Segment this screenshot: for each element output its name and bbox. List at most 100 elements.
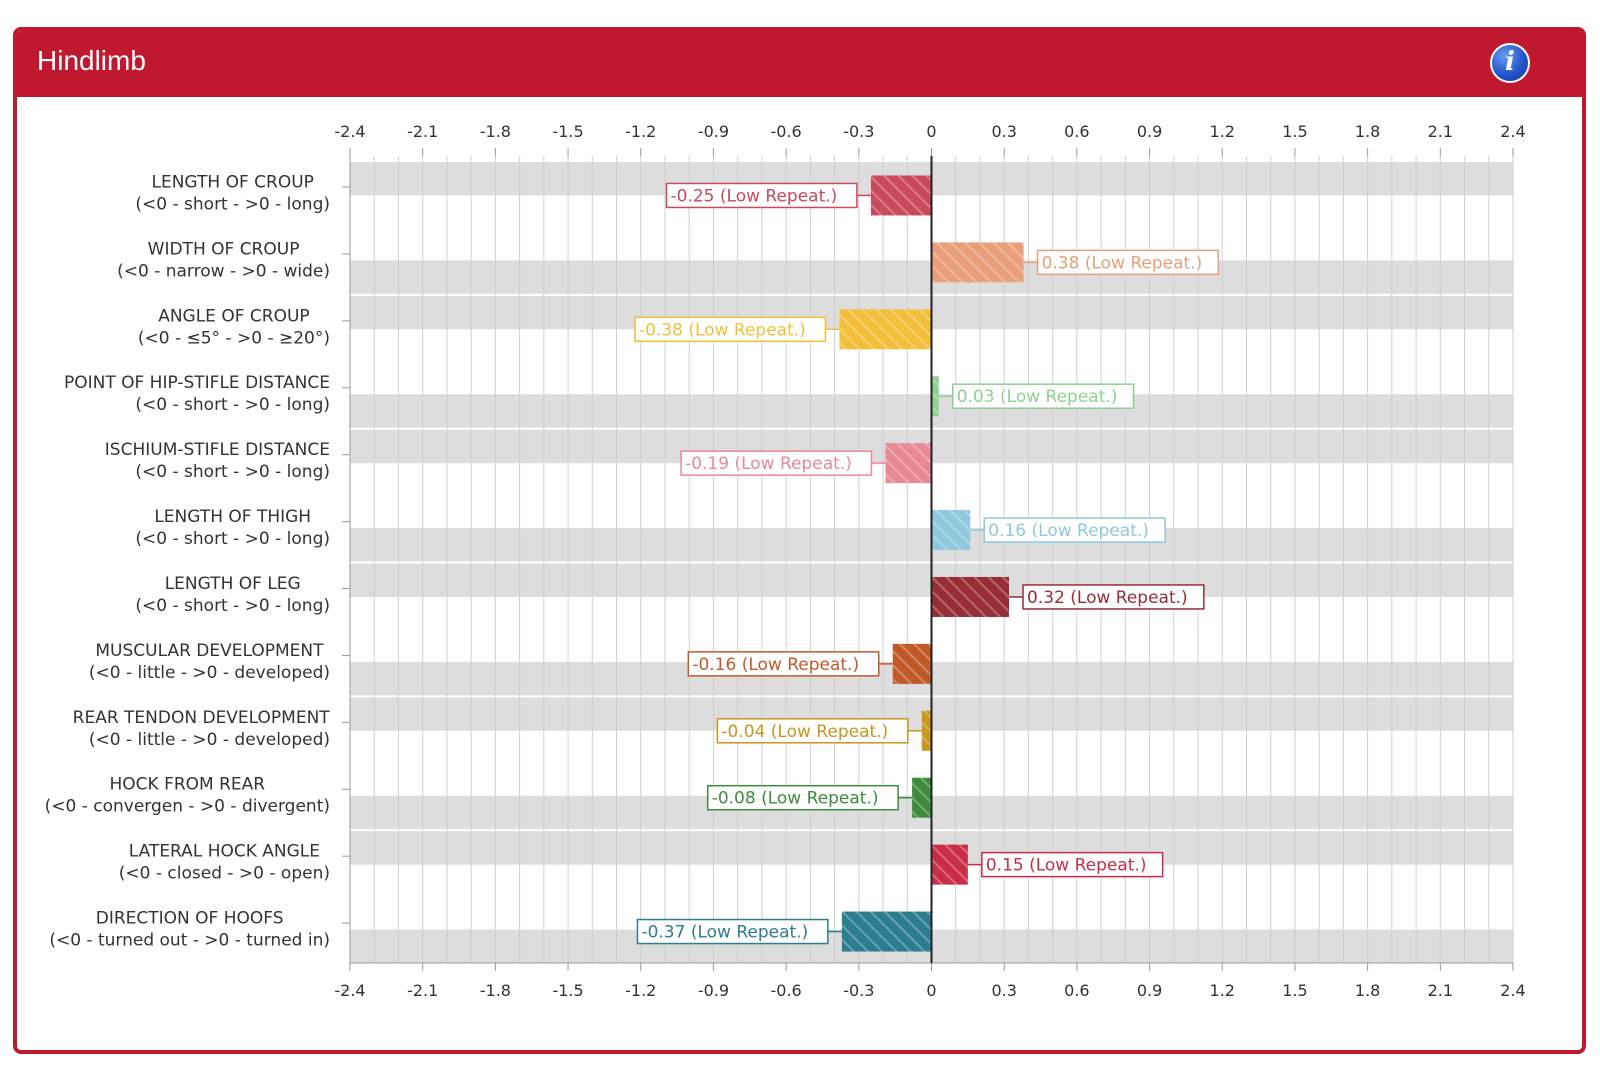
category-name: LENGTH OF THIGH [154,507,311,527]
category-range: (<0 - turned out - >0 - turned in) [49,931,330,951]
category-name: POINT OF HIP-STIFLE DISTANCE [64,373,330,393]
bottom-tick-label: 2.4 [1500,981,1525,1000]
data-label-box [981,851,1164,878]
info-glyph: i [1505,47,1515,77]
bar [839,309,932,350]
data-labels: -0.25 (Low Repeat.) 0.38 (Low Repeat.) -0.… [634,182,1220,945]
bar [931,510,971,551]
top-tick-label: -0.9 [698,122,729,141]
panel-header: Hindlimb i [17,31,1582,97]
category-range: (<0 - short - >0 - long) [135,596,330,616]
category-range: (<0 - short - >0 - long) [135,462,330,482]
data-label-box [687,651,880,677]
bottom-tick-label: 2.1 [1428,981,1453,1000]
bottom-axis: -2.4 -2.1 -1.8 -1.5 -1.2 -0.9 -0.6 -0.3 0 0.3 0.6 0… [334,963,1526,1000]
bar [931,576,1010,617]
data-label: -0.38 (Low Repeat.) [639,320,806,340]
top-tick-label: 1.8 [1355,122,1380,141]
bottom-tick-label: 0.6 [1064,981,1089,1000]
data-label-box [665,182,858,209]
data-label: 0.38 (Low Repeat.) [1042,253,1203,273]
data-label: -0.19 (Low Repeat.) [685,454,852,474]
top-tick-label: 2.4 [1500,122,1525,141]
bar [885,443,932,484]
category-range: (<0 - short - >0 - long) [135,529,330,549]
top-tick-label: 0.6 [1064,122,1089,141]
bar [931,242,1024,283]
bar [931,376,939,417]
top-tick-label: -0.6 [771,122,802,141]
top-axis: -2.4 -2.1 -1.8 -1.5 -1.2 -0.9 -0.6 -0.3 0 0.3 0.6 0… [334,122,1526,156]
category-range: (<0 - convergen - >0 - divergent) [45,797,330,817]
bottom-tick-label: -1.8 [480,981,511,1000]
data-label-box [716,718,909,744]
bottom-tick-label: 1.8 [1355,981,1380,1000]
bar [841,911,932,952]
bottom-tick-label: -2.4 [334,981,365,1000]
top-tick-label: -2.4 [334,122,365,141]
data-label: 0.32 (Low Repeat.) [1027,588,1188,608]
data-label: -0.37 (Low Repeat.) [641,923,808,943]
bar [870,175,932,216]
data-label: -0.25 (Low Repeat.) [671,186,838,206]
bottom-tick-label: -0.9 [698,981,729,1000]
category-range: (<0 - little - >0 - developed) [89,730,330,750]
data-label: 0.16 (Low Repeat.) [988,521,1149,541]
top-tick-label: -1.2 [625,122,656,141]
category-labels: LENGTH OF CROUP(<0 - short - >0 - long)W… [45,172,331,950]
top-tick-label: 0 [926,122,936,141]
panel-title: Hindlimb [37,45,146,76]
top-tick-label: 1.5 [1282,122,1307,141]
bottom-tick-label: -1.5 [552,981,583,1000]
top-tick-label: 0.3 [991,122,1016,141]
category-range: (<0 - short - >0 - long) [135,395,330,415]
data-label: -0.16 (Low Repeat.) [692,655,859,675]
bottom-tick-label: 1.5 [1282,981,1307,1000]
top-tick-label: -2.1 [407,122,438,141]
data-label: -0.04 (Low Repeat.) [721,722,888,742]
category-range: (<0 - little - >0 - developed) [89,663,330,683]
category-name: MUSCULAR DEVELOPMENT [95,641,324,661]
bar [892,643,932,684]
top-tick-label: 1.2 [1210,122,1235,141]
category-range: (<0 - short - >0 - long) [135,194,330,214]
category-name: LENGTH OF CROUP [152,172,314,192]
bar [912,777,932,818]
category-name: LATERAL HOCK ANGLE [129,842,320,862]
bottom-tick-label: 0.3 [991,981,1016,1000]
category-range: (<0 - ≤5° - >0 - ≥20°) [138,328,330,348]
data-label-box [636,918,829,945]
data-label: 0.03 (Low Repeat.) [957,387,1118,407]
category-range: (<0 - narrow - >0 - wide) [117,261,330,281]
data-label: 0.15 (Low Repeat.) [986,856,1147,876]
bottom-tick-label: -2.1 [407,981,438,1000]
grid-lines [342,156,1514,991]
category-name: ANGLE OF CROUP [158,306,309,326]
data-label: -0.08 (Low Repeat.) [712,789,879,809]
top-tick-label: -0.3 [843,122,874,141]
data-label-box [983,517,1166,543]
bars [839,175,1024,952]
top-tick-label: -1.5 [552,122,583,141]
bar [921,710,932,751]
top-tick-label: -1.8 [480,122,511,141]
category-name: HOCK FROM REAR [109,775,265,795]
category-name: REAR TENDON DEVELOPMENT [73,708,331,728]
category-name: ISCHIUM-STIFLE DISTANCE [105,440,330,460]
bottom-tick-label: 1.2 [1210,981,1235,1000]
bottom-tick-label: 0.9 [1137,981,1162,1000]
bottom-tick-label: -0.6 [771,981,802,1000]
bottom-tick-label: -1.2 [625,981,656,1000]
data-label-box [1036,249,1220,276]
category-name: LENGTH OF LEG [165,574,301,594]
category-range: (<0 - closed - >0 - open) [119,864,330,884]
top-tick-label: 0.9 [1137,122,1162,141]
bottom-tick-label: 0 [926,981,936,1000]
category-name: WIDTH OF CROUP [148,239,300,259]
data-label-box [680,450,873,476]
category-name: DIRECTION OF HOOFS [96,909,284,929]
bottom-tick-label: -0.3 [843,981,874,1000]
top-tick-label: 2.1 [1428,122,1453,141]
info-icon[interactable]: i [1490,43,1530,83]
